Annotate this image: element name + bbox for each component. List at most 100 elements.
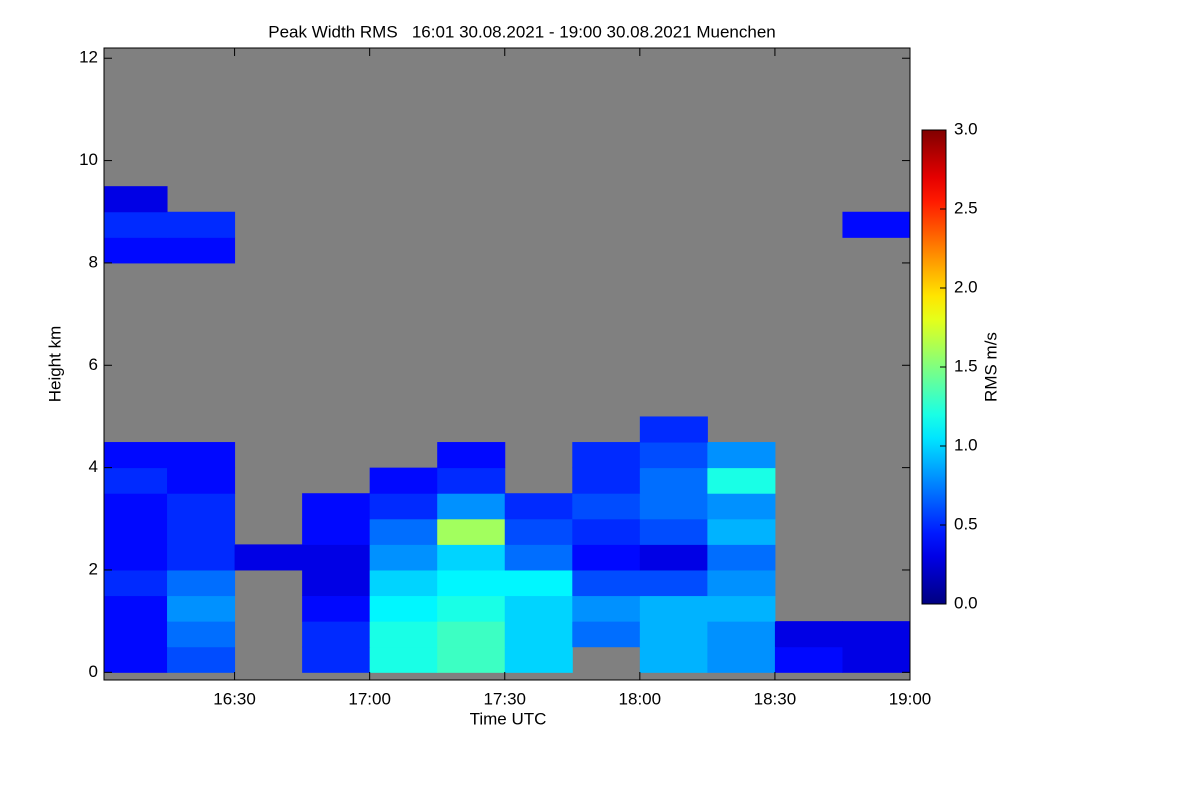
heat-cell: [437, 621, 506, 648]
heat-cell: [639, 493, 708, 520]
heat-cell: [167, 211, 236, 238]
heat-cell: [104, 646, 168, 673]
heat-cell: [167, 544, 236, 571]
heat-cell: [572, 467, 641, 494]
colorbar-tick-label: 2.5: [954, 198, 978, 217]
heat-cell: [707, 595, 776, 622]
x-tick-label: 18:30: [754, 689, 797, 708]
y-tick-label: 0: [89, 662, 98, 681]
heat-cell: [572, 442, 641, 469]
y-tick-label: 10: [79, 150, 98, 169]
heat-cell: [167, 493, 236, 520]
colorbar-tick-label: 0.0: [954, 593, 978, 612]
heat-cell: [302, 621, 371, 648]
heat-cell: [167, 237, 236, 264]
heat-cell: [572, 544, 641, 571]
heat-cell: [707, 442, 776, 469]
heat-cell: [104, 569, 168, 597]
heat-cell: [104, 211, 168, 238]
heat-cell: [437, 442, 506, 469]
heat-cell: [104, 237, 168, 264]
heat-cell: [572, 493, 641, 520]
y-tick-label: 12: [79, 48, 98, 67]
heat-cell: [504, 621, 573, 648]
heat-cell: [707, 646, 776, 673]
colorbar-tick-label: 3.0: [954, 119, 978, 138]
heat-cell: [167, 467, 236, 494]
heat-cell: [437, 544, 506, 571]
heat-cell: [104, 518, 168, 545]
x-tick-label: 17:00: [348, 689, 391, 708]
plot-frame: [103, 47, 911, 681]
heat-cell: [302, 569, 371, 597]
heat-cell: [707, 544, 776, 571]
heat-cell: [504, 493, 573, 520]
heat-cell: [707, 518, 776, 545]
heat-cell: [437, 467, 506, 494]
colorbar-tick-label: 2.0: [954, 277, 978, 296]
heat-cell: [437, 518, 506, 545]
heat-cell: [639, 595, 708, 622]
heat-cell: [842, 646, 911, 673]
y-axis-label: Height km: [45, 326, 64, 403]
heat-cell: [234, 544, 303, 571]
heat-cell: [104, 544, 168, 571]
heat-cell: [639, 569, 708, 597]
heat-cell: [842, 621, 911, 648]
heat-cell: [437, 569, 506, 597]
heat-cell: [504, 646, 573, 673]
heat-cell: [104, 493, 168, 520]
x-tick-label: 19:00: [889, 689, 932, 708]
colorbar-tick-label: 0.5: [954, 514, 978, 533]
heat-cell: [302, 646, 371, 673]
heat-cell: [369, 569, 438, 597]
heat-cell: [302, 518, 371, 545]
heat-cell: [104, 595, 168, 622]
heat-cell: [167, 569, 236, 597]
y-tick-label: 2: [89, 559, 98, 578]
y-tick-label: 8: [89, 252, 98, 271]
heat-cell: [104, 442, 168, 469]
heat-cell: [639, 518, 708, 545]
heat-cell: [639, 544, 708, 571]
colorbar-tick-label: 1.0: [954, 435, 978, 454]
colorbar-tick-label: 1.5: [954, 356, 978, 375]
heat-cell: [639, 467, 708, 494]
heat-cell: [774, 646, 843, 673]
heat-cell: [302, 493, 371, 520]
heat-cell: [369, 621, 438, 648]
heat-cell: [572, 518, 641, 545]
heat-cell: [369, 493, 438, 520]
x-tick-label: 16:30: [213, 689, 256, 708]
heat-cell: [504, 518, 573, 545]
heat-cell: [369, 595, 438, 622]
heat-cell: [639, 442, 708, 469]
heat-cell: [104, 186, 168, 213]
heat-cell: [842, 211, 911, 238]
x-tick-label: 17:30: [483, 689, 526, 708]
heat-cell: [302, 544, 371, 571]
heat-cell: [572, 595, 641, 622]
heat-cell: [104, 467, 168, 494]
y-tick-label: 6: [89, 355, 98, 374]
heat-cell: [639, 416, 708, 443]
heat-cell: [437, 493, 506, 520]
x-tick-label: 18:00: [619, 689, 662, 708]
heat-cell: [437, 595, 506, 622]
heat-cell: [774, 621, 843, 648]
heat-cell: [707, 621, 776, 648]
heat-cell: [639, 621, 708, 648]
heat-cell: [369, 518, 438, 545]
heat-cell: [639, 646, 708, 673]
heat-cell: [572, 621, 641, 648]
heat-cell: [369, 544, 438, 571]
heat-cell: [504, 544, 573, 571]
y-tick-label: 4: [89, 457, 98, 476]
heat-cell: [167, 646, 236, 673]
heat-cell: [707, 569, 776, 597]
heat-cell: [572, 569, 641, 597]
heat-cell: [504, 595, 573, 622]
chart-title: Peak Width RMS 16:01 30.08.2021 - 19:00 …: [268, 22, 776, 41]
heat-cell: [707, 467, 776, 494]
